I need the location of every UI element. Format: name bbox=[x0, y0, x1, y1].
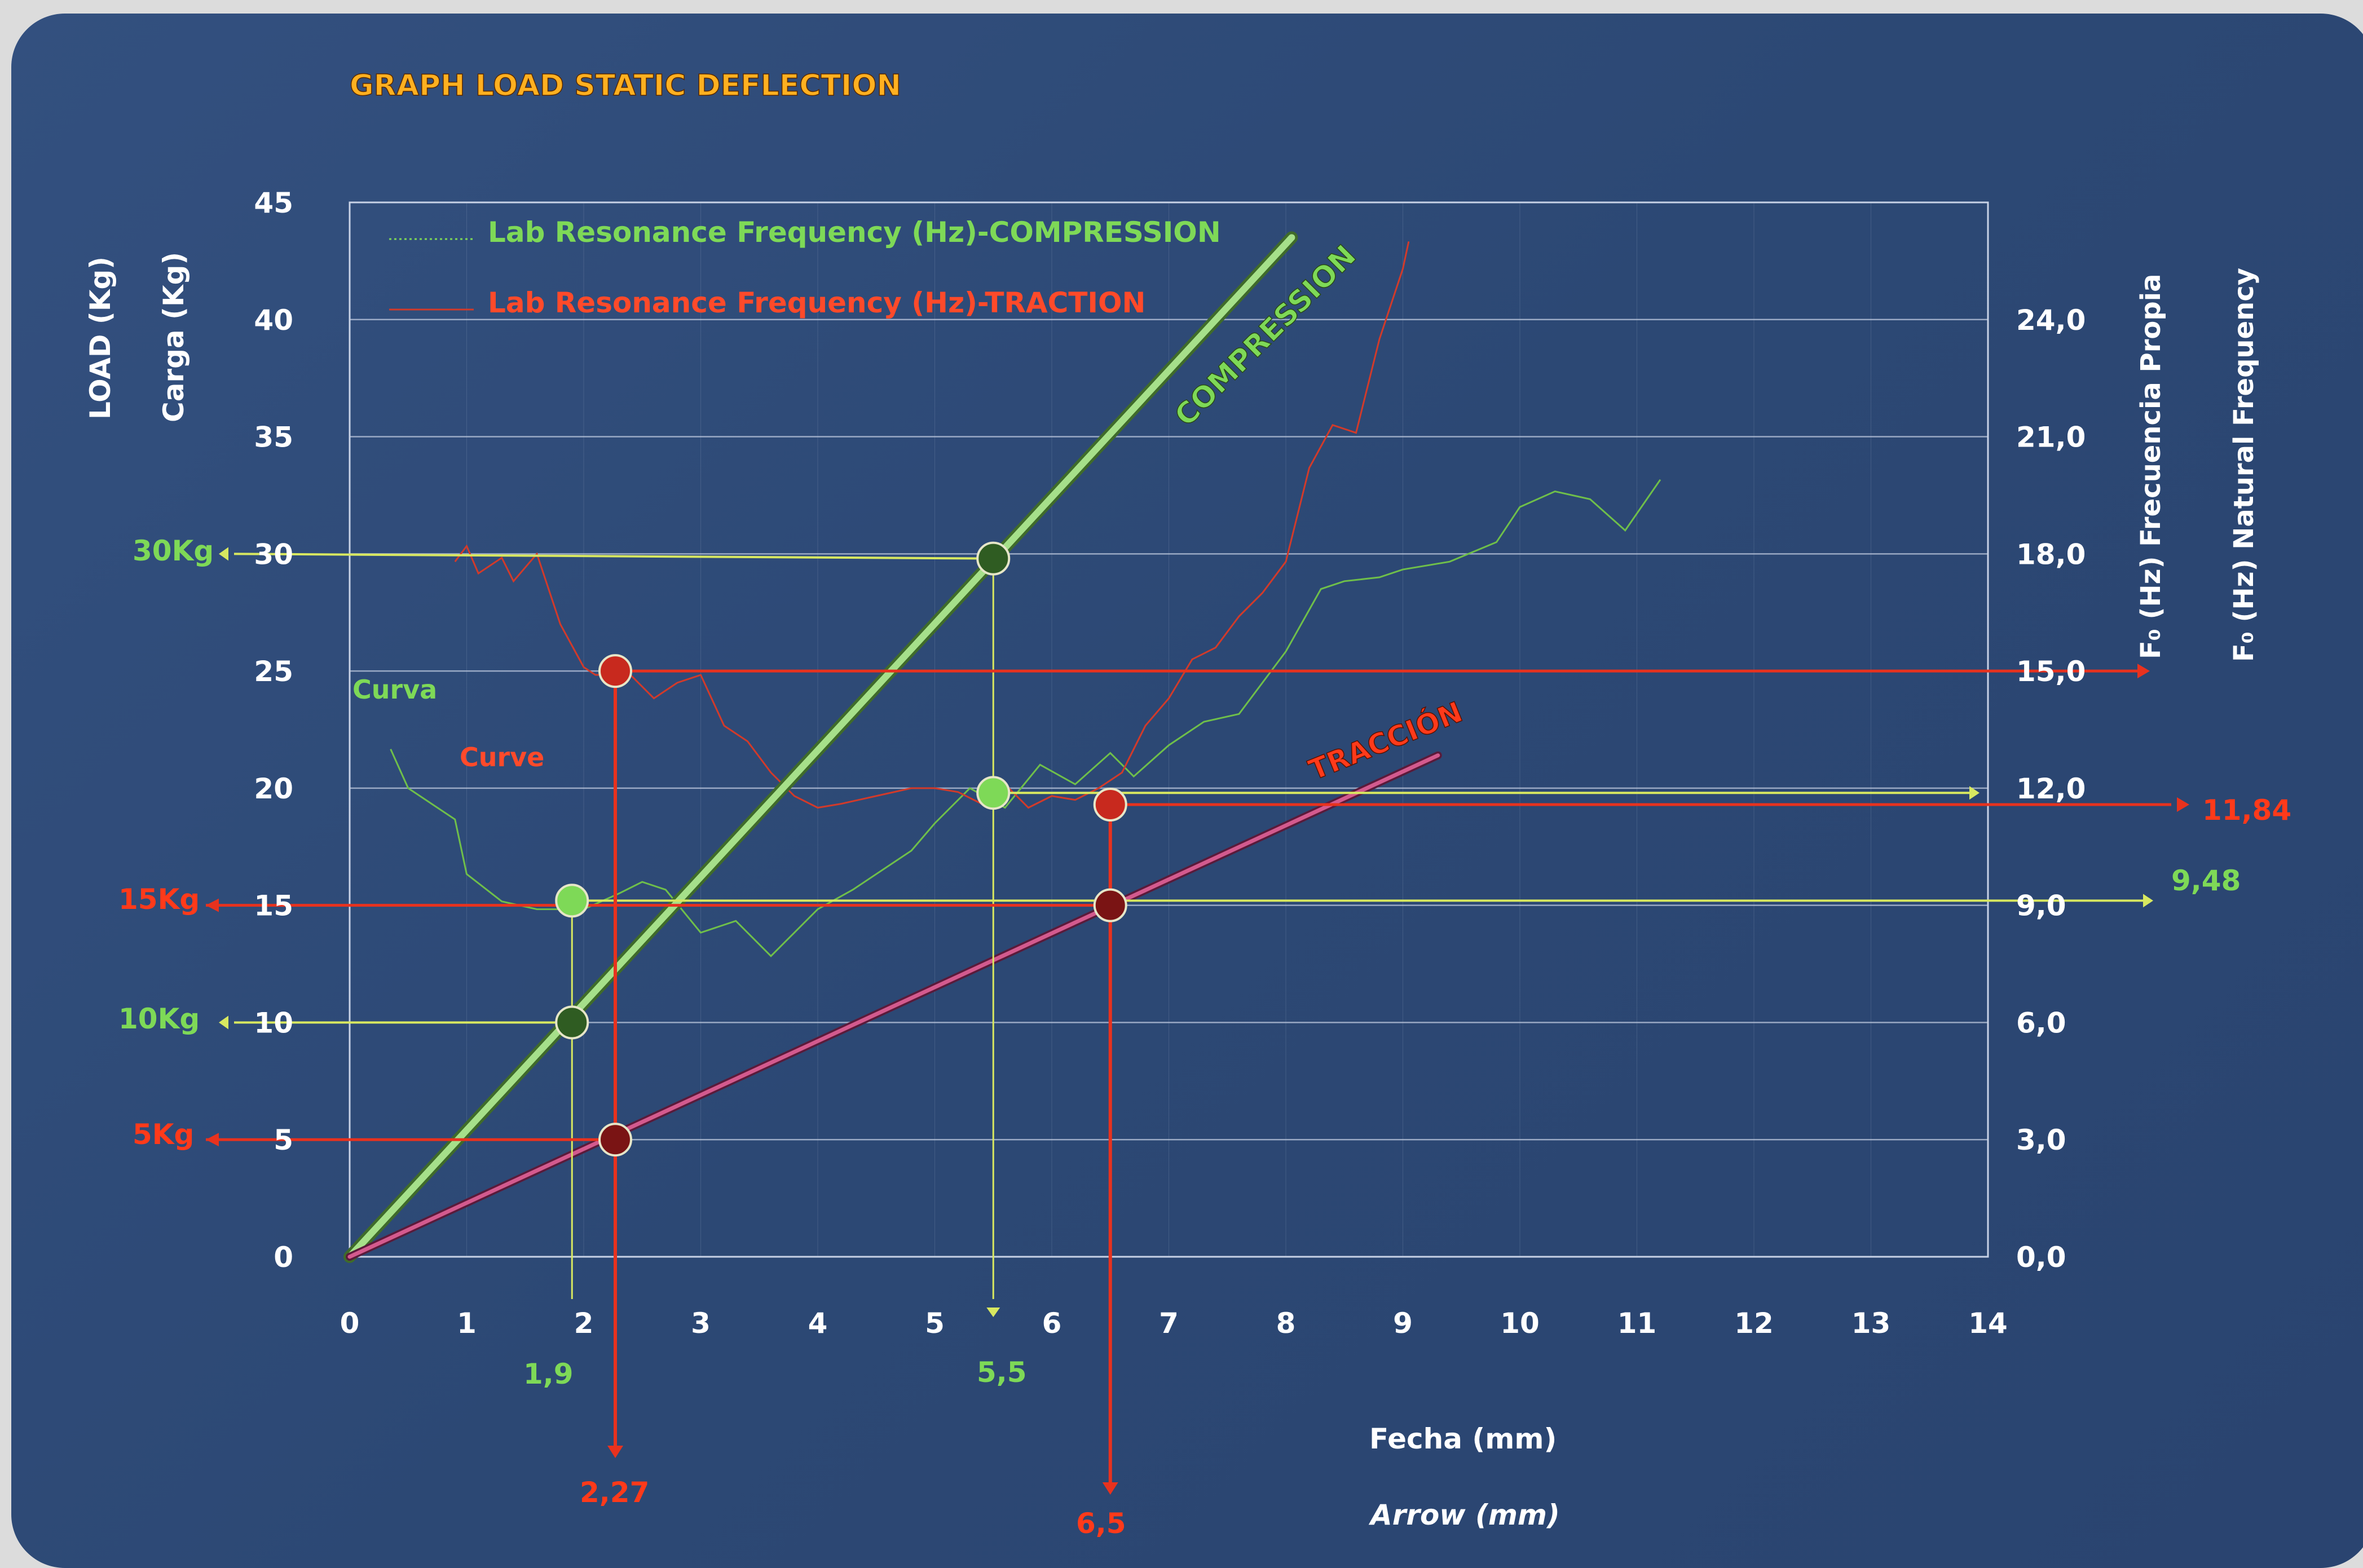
y-tick-label: 45 bbox=[254, 187, 293, 219]
arrow-15kg bbox=[206, 898, 219, 912]
compression-line bbox=[346, 234, 1295, 1260]
y2-tick-label: 24,0 bbox=[2016, 304, 2086, 337]
x-tick-label: 10 bbox=[1500, 1307, 1540, 1340]
load-15-label: 15Kg bbox=[118, 883, 200, 916]
y-tick-label: 30 bbox=[254, 538, 293, 571]
y-tick-label: 40 bbox=[254, 304, 293, 337]
y2-tick-label: 18,0 bbox=[2016, 538, 2086, 571]
load-5-label: 5Kg bbox=[133, 1118, 194, 1151]
y-tick-label: 0 bbox=[274, 1241, 293, 1274]
data-marker bbox=[598, 654, 633, 688]
traction-line-label: TRACCIÓN bbox=[1304, 695, 1467, 787]
y2-tick-label: 12,0 bbox=[2016, 772, 2086, 805]
arrow-x-5-5 bbox=[986, 1308, 1000, 1317]
grid bbox=[349, 201, 1989, 1258]
y-tick-label: 35 bbox=[254, 421, 293, 454]
x-tick-label: 0 bbox=[340, 1307, 360, 1340]
legend-traction: Lab Resonance Frequency (Hz)-TRACTION bbox=[488, 286, 1145, 319]
data-marker bbox=[1093, 888, 1127, 922]
y-tick-label: 25 bbox=[254, 655, 293, 688]
traction-line bbox=[347, 753, 1440, 1259]
x-1-9-label: 1,9 bbox=[523, 1358, 574, 1390]
arrow-10kg bbox=[219, 1015, 228, 1030]
arrow-x-2-27 bbox=[607, 1446, 624, 1458]
x-axis-label-en: Arrow (mm) bbox=[1368, 1499, 1560, 1531]
x-tick-label: 7 bbox=[1159, 1307, 1179, 1340]
data-marker bbox=[555, 1005, 589, 1040]
y-tick-label: 5 bbox=[274, 1124, 293, 1156]
y2-tick-label: 9,0 bbox=[2016, 890, 2066, 922]
arrow-x-6-5 bbox=[1102, 1482, 1118, 1495]
legend: Lab Resonance Frequency (Hz)-COMPRESSION… bbox=[389, 216, 1221, 319]
arrow-11-84 bbox=[2177, 797, 2189, 812]
y2-tick-label: 3,0 bbox=[2016, 1124, 2066, 1156]
y-axis-label-en: LOAD (Kg) bbox=[84, 257, 117, 419]
traction-frequency-curve bbox=[454, 241, 1410, 809]
x-tick-label: 11 bbox=[1617, 1307, 1657, 1340]
guide-30kg bbox=[233, 553, 994, 560]
freq-9-48-label: 9,48 bbox=[2171, 864, 2241, 897]
curva-label: Curva bbox=[352, 674, 437, 705]
chart-title: GRAPH LOAD STATIC DEFLECTION bbox=[350, 69, 901, 103]
x-tick-label: 3 bbox=[691, 1307, 711, 1340]
y2-tick-label: 0,0 bbox=[2016, 1241, 2066, 1274]
data-marker bbox=[555, 884, 589, 918]
arrow-15hz bbox=[2137, 664, 2150, 679]
load-lines bbox=[343, 231, 1442, 1263]
y2-tick-label: 15,0 bbox=[2016, 655, 2086, 688]
compression-frequency-curve bbox=[390, 479, 1661, 957]
x-tick-label: 6 bbox=[1042, 1307, 1062, 1340]
x-tick-label: 4 bbox=[808, 1307, 828, 1340]
x-tick-label: 12 bbox=[1734, 1307, 1774, 1340]
tick-labels: 0 1 2 3 4 5 6 7 8 9 10 11 12 13 140510152025303540450,… bbox=[254, 187, 2086, 1340]
x-tick-label: 5 bbox=[925, 1307, 945, 1340]
y2-axis-label-en: F₀ (Hz) Natural Frequency bbox=[2228, 268, 2260, 662]
markers bbox=[555, 541, 1127, 1157]
frequency-curves bbox=[390, 241, 1661, 957]
y-axis-label-es: Carga (Kg) bbox=[157, 252, 190, 422]
x-5-5-label: 5,5 bbox=[977, 1356, 1027, 1389]
arrow-5kg bbox=[206, 1133, 219, 1147]
y2-tick-label: 6,0 bbox=[2016, 1006, 2066, 1039]
guide-lines bbox=[206, 547, 2189, 1495]
y-tick-label: 10 bbox=[254, 1006, 293, 1039]
data-marker bbox=[1093, 787, 1127, 821]
x-axis-label-es: Fecha (mm) bbox=[1369, 1423, 1557, 1455]
data-marker bbox=[976, 776, 1011, 810]
curve-label: Curve bbox=[460, 742, 544, 772]
x-6-5-label: 6,5 bbox=[1076, 1507, 1126, 1540]
y-tick-label: 20 bbox=[254, 772, 293, 805]
arrow-12hz bbox=[1969, 786, 1980, 800]
legend-compression: Lab Resonance Frequency (Hz)-COMPRESSION bbox=[488, 216, 1221, 249]
data-marker bbox=[598, 1123, 633, 1157]
x-tick-label: 9 bbox=[1393, 1307, 1413, 1340]
freq-11-84-label: 11,84 bbox=[2202, 794, 2291, 827]
data-marker bbox=[976, 541, 1011, 576]
x-tick-label: 1 bbox=[457, 1307, 477, 1340]
arrow-30kg bbox=[219, 547, 228, 561]
y-tick-label: 15 bbox=[254, 890, 293, 922]
x-tick-label: 2 bbox=[574, 1307, 594, 1340]
x-tick-label: 13 bbox=[1851, 1307, 1891, 1340]
x-tick-label: 8 bbox=[1276, 1307, 1296, 1340]
x-2-27-label: 2,27 bbox=[580, 1476, 649, 1509]
load-10-label: 10Kg bbox=[118, 1002, 200, 1035]
y2-tick-label: 21,0 bbox=[2016, 421, 2086, 454]
x-tick-label: 14 bbox=[1968, 1307, 2008, 1340]
y2-axis-label-es: F₀ (Hz) Frecuencia Propia bbox=[2135, 273, 2167, 659]
arrow-9-48 bbox=[2143, 894, 2153, 908]
load-30-label: 30Kg bbox=[133, 535, 214, 567]
